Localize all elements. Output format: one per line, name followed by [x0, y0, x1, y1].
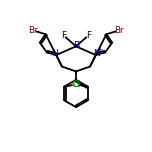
Text: N: N — [52, 49, 59, 58]
Text: Cl: Cl — [71, 80, 80, 89]
Text: Cl: Cl — [72, 80, 81, 89]
Text: F: F — [86, 31, 91, 40]
Text: B: B — [73, 41, 79, 50]
Text: Br: Br — [114, 26, 124, 35]
Text: ⁻: ⁻ — [77, 38, 81, 48]
Text: F: F — [61, 31, 66, 40]
Text: +: + — [98, 47, 103, 54]
Text: N: N — [93, 49, 100, 58]
Text: Br: Br — [28, 26, 38, 35]
